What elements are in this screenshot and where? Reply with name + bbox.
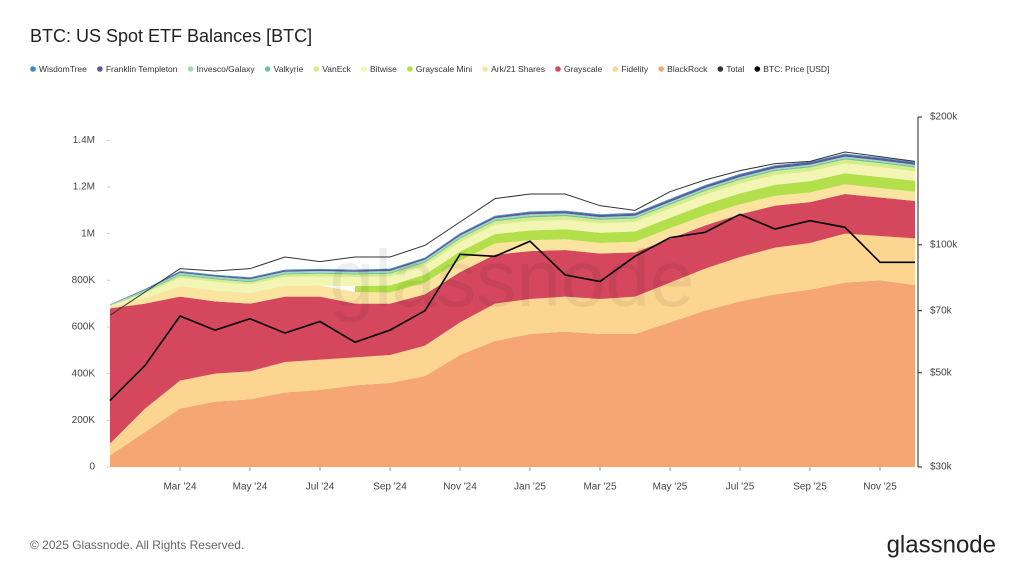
y-tick-label: 600K: [72, 322, 96, 333]
x-tick-label: Nov '25: [863, 482, 897, 493]
x-tick-label: Sep '24: [373, 482, 407, 493]
legend-label: Valkyrie: [274, 64, 304, 74]
legend-label: Fidelity: [621, 64, 649, 74]
y-tick-label: 0: [89, 462, 95, 473]
legend-label: Grayscale: [564, 64, 603, 74]
y-tick-label: 400K: [72, 368, 96, 379]
x-tick-label: Mar '25: [583, 482, 616, 493]
legend-swatch: [407, 66, 413, 72]
y2-tick-label: $200k: [930, 112, 958, 123]
legend-swatch: [361, 66, 367, 72]
area: [110, 184, 915, 309]
legend-label: Franklin Templeton: [106, 64, 178, 74]
footer: © 2025 Glassnode. All Rights Reserved.: [30, 538, 244, 552]
legend-swatch: [555, 66, 561, 72]
legend-label: Invesco/Galaxy: [197, 64, 256, 74]
legend-label: BlackRock: [667, 64, 708, 74]
area: [110, 280, 915, 467]
x-tick-label: Sep '25: [793, 482, 827, 493]
legend-swatch: [612, 66, 619, 72]
y-tick-label: 1M: [81, 228, 95, 239]
x-tick-label: Jul '24: [306, 482, 335, 493]
area: [110, 194, 915, 444]
legend-swatch: [30, 66, 36, 72]
x-tick-label: Jan '25: [514, 482, 546, 493]
watermark: glassnode: [330, 234, 695, 323]
chart-title: BTC: US Spot ETF Balances [BTC]: [30, 26, 312, 46]
y2-tick-label: $100k: [930, 240, 958, 251]
legend-swatch: [754, 66, 761, 72]
x-tick-label: Nov '24: [443, 482, 477, 493]
y-tick-label: 1.4M: [73, 135, 95, 146]
legend-label: Total: [726, 64, 744, 74]
y-tick-label: 1.2M: [73, 182, 95, 193]
legend-label: BTC: Price [USD]: [763, 64, 829, 74]
legend-label: Bitwise: [370, 64, 397, 74]
legend-swatch: [97, 66, 103, 72]
legend-label: VanEck: [322, 64, 351, 74]
area: [355, 173, 915, 293]
logo: glassnode: [887, 531, 996, 558]
y-tick-label: 200K: [72, 415, 96, 426]
price-line: [109, 213, 915, 402]
x-tick-label: Jul '25: [726, 482, 755, 493]
legend-swatch: [187, 66, 194, 72]
y2-tick-label: $50k: [930, 367, 953, 378]
legend-label: WisdomTree: [39, 64, 87, 74]
x-tick-label: May '24: [233, 482, 268, 493]
legend-label: Ark/21 Shares: [491, 64, 545, 74]
legend-swatch: [264, 66, 271, 72]
y2-tick-label: $70k: [930, 305, 953, 316]
total-line: [109, 151, 916, 316]
legend-swatch: [482, 66, 488, 72]
legend-swatch: [658, 66, 664, 72]
plot: 0 200K 400K 600K 800K 1M 1.2M 1.4M $30k $50k $70k $…: [30, 66, 958, 493]
area: [110, 233, 915, 456]
x-tick-label: Mar '24: [163, 482, 196, 493]
y2-tick-label: $30k: [930, 462, 953, 473]
y-tick-label: 800K: [72, 275, 96, 286]
area: [110, 163, 915, 308]
legend-label: Grayscale Mini: [416, 64, 472, 74]
legend-swatch: [717, 66, 724, 72]
legend-swatch: [313, 66, 320, 72]
x-tick-label: May '25: [653, 482, 688, 493]
